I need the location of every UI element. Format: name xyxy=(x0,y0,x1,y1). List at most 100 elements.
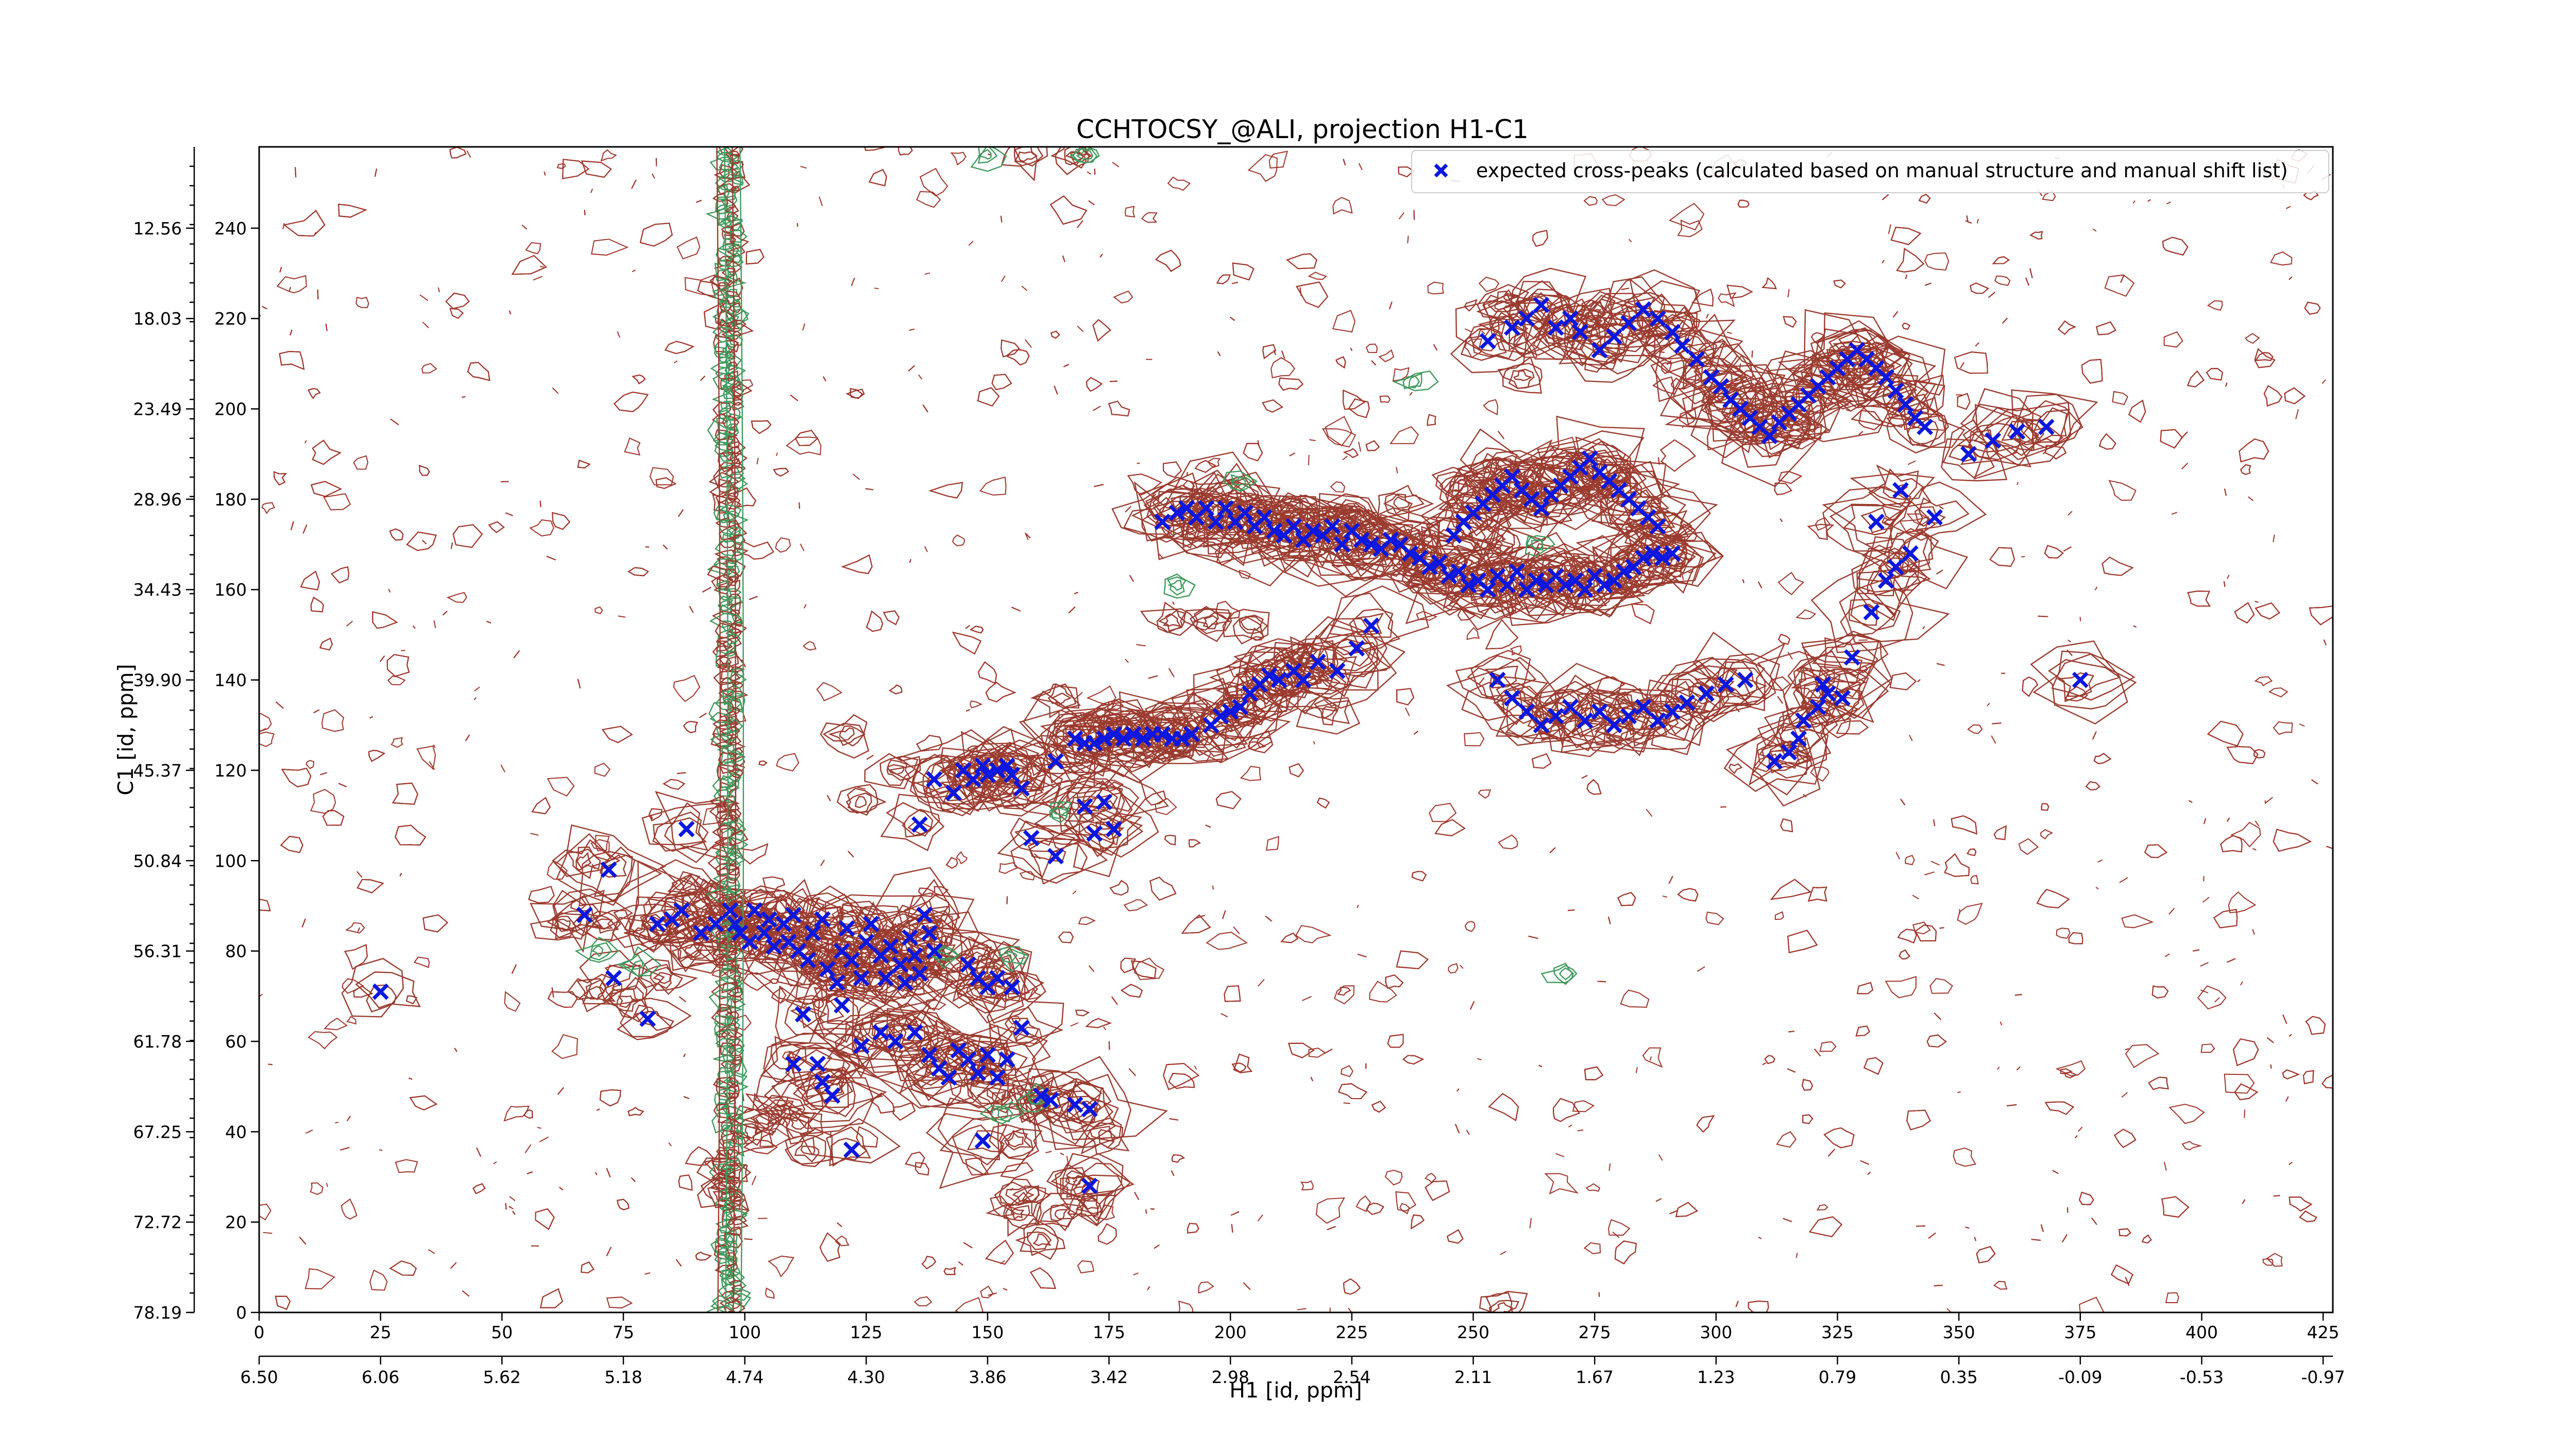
noise-stroke xyxy=(751,1175,757,1186)
noise-stroke xyxy=(2299,723,2305,727)
cross-peak-marker xyxy=(974,757,991,774)
contour xyxy=(1095,813,1142,849)
contour xyxy=(552,839,621,878)
contour xyxy=(1993,389,2098,461)
noise-stroke xyxy=(1243,1282,1251,1290)
contour xyxy=(1224,985,1241,1002)
contour xyxy=(914,1162,929,1176)
noise-stroke xyxy=(1265,915,1273,922)
contour xyxy=(259,898,271,912)
cross-peak-marker xyxy=(911,965,928,982)
contour xyxy=(1647,309,1696,346)
contour xyxy=(1163,461,1182,478)
noise-stroke xyxy=(790,394,799,401)
cross-peak-marker xyxy=(1766,753,1783,770)
contour xyxy=(1647,332,1707,364)
noise-stroke xyxy=(2163,1161,2167,1171)
cross-peak-marker xyxy=(1533,500,1550,517)
contour xyxy=(2148,1076,2169,1090)
contour xyxy=(955,947,1008,1014)
contour xyxy=(1032,683,1080,719)
noise-stroke xyxy=(486,620,492,624)
y-index-tick-label: 80 xyxy=(225,941,247,962)
contour xyxy=(567,973,616,1013)
contour xyxy=(1823,1127,1855,1149)
contour xyxy=(1954,351,1988,374)
contour xyxy=(727,1310,737,1312)
noise-stroke xyxy=(1068,606,1076,614)
contour xyxy=(449,308,464,319)
contour xyxy=(1379,395,1391,403)
noise-stroke xyxy=(2255,820,2260,827)
contour xyxy=(836,784,878,813)
noise-stroke xyxy=(299,1236,307,1245)
x-ppm-tick-label: 6.06 xyxy=(362,1367,399,1387)
x-ppm-tick-label: 4.30 xyxy=(848,1367,885,1387)
contour xyxy=(1581,299,1611,332)
contour xyxy=(1289,763,1304,778)
contour xyxy=(684,943,702,958)
contour xyxy=(1584,1066,1604,1081)
contour xyxy=(1956,403,2037,453)
contour xyxy=(711,1009,736,1029)
cross-peak-marker xyxy=(834,997,851,1014)
contour xyxy=(1341,1065,1354,1077)
noise-stroke xyxy=(2203,818,2207,824)
noise-stroke xyxy=(290,329,293,335)
contour xyxy=(955,1296,984,1312)
contour xyxy=(395,824,427,846)
contour xyxy=(1482,293,1520,318)
noise-stroke xyxy=(1777,696,1783,704)
contour xyxy=(1802,1079,1814,1091)
contour xyxy=(640,958,698,991)
contour xyxy=(1572,1100,1595,1113)
contour xyxy=(1167,176,1191,191)
noise-stroke xyxy=(2016,482,2019,485)
contour xyxy=(308,387,321,399)
x-ppm-tick-label: 5.62 xyxy=(483,1367,521,1387)
contour xyxy=(1953,1147,1976,1167)
contour xyxy=(720,1130,743,1144)
noise-stroke xyxy=(2227,575,2230,579)
cross-peak-marker xyxy=(1596,577,1613,594)
contour xyxy=(1728,763,1743,774)
contour xyxy=(279,350,305,370)
contour xyxy=(702,806,734,825)
noise-stroke xyxy=(1758,581,1762,588)
contour xyxy=(856,1126,878,1148)
contour xyxy=(1586,779,1602,795)
water-strip-line xyxy=(732,147,737,1312)
contour xyxy=(728,1268,741,1276)
noise-stroke xyxy=(1324,1049,1333,1054)
contour xyxy=(1337,987,1351,996)
noise-stroke xyxy=(968,936,977,941)
contour xyxy=(1726,284,1753,299)
contour xyxy=(467,362,490,381)
x-ppm-tick-label: 2.11 xyxy=(1454,1367,1492,1387)
contour xyxy=(1807,524,1835,540)
cross-peak-marker xyxy=(1134,730,1151,747)
contour xyxy=(344,944,368,970)
contour xyxy=(1833,279,1846,289)
cross-peak-marker xyxy=(746,902,763,919)
noise-stroke xyxy=(1658,1154,1663,1161)
contour xyxy=(594,763,611,777)
contour xyxy=(671,943,705,961)
contour xyxy=(1108,400,1130,417)
contour xyxy=(2096,321,2116,335)
contour xyxy=(581,160,612,178)
noise-stroke xyxy=(2066,649,2073,656)
contour xyxy=(2040,829,2054,840)
contour xyxy=(1497,356,1542,394)
contour xyxy=(1365,440,1380,451)
cross-peak-marker xyxy=(1834,689,1851,706)
noise-stroke xyxy=(1217,351,1221,357)
contour xyxy=(1636,511,1692,547)
cross-peak-marker xyxy=(940,1069,957,1086)
noise-stroke xyxy=(2285,1096,2289,1102)
contour xyxy=(756,895,805,941)
contour xyxy=(1941,438,2008,482)
contour xyxy=(732,551,743,563)
contour xyxy=(1486,553,1564,608)
contour xyxy=(676,236,701,260)
